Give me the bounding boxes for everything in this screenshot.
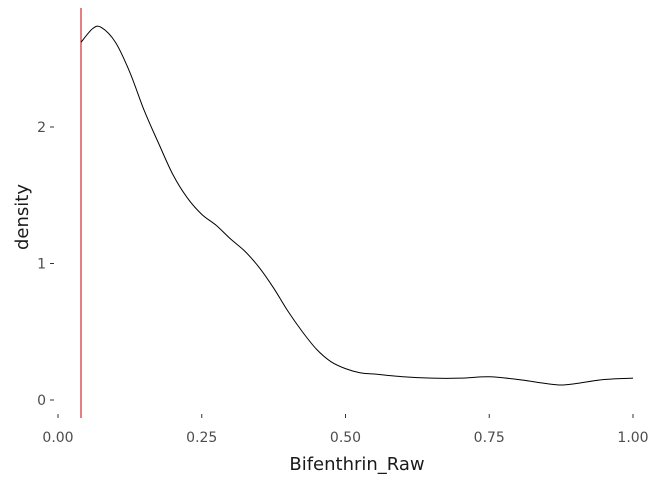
- y-tick-label: 0: [37, 393, 46, 409]
- plot-area: [80, 8, 634, 418]
- x-axis: 0.00 0.25 0.50 0.75 1.00: [42, 414, 649, 446]
- x-tick-label: 0.75: [474, 430, 505, 446]
- x-tick-label: 0.50: [330, 430, 361, 446]
- y-axis: 0 1 2: [37, 120, 54, 409]
- x-axis-title: Bifenthrin_Raw: [289, 454, 424, 475]
- y-tick-label: 1: [37, 257, 46, 273]
- y-tick-label: 2: [37, 120, 46, 136]
- x-tick-label: 1.00: [617, 430, 648, 446]
- x-tick-label: 0.25: [186, 430, 217, 446]
- density-curve: [80, 25, 634, 386]
- x-tick-label: 0.00: [42, 430, 73, 446]
- y-axis-title: density: [12, 184, 33, 250]
